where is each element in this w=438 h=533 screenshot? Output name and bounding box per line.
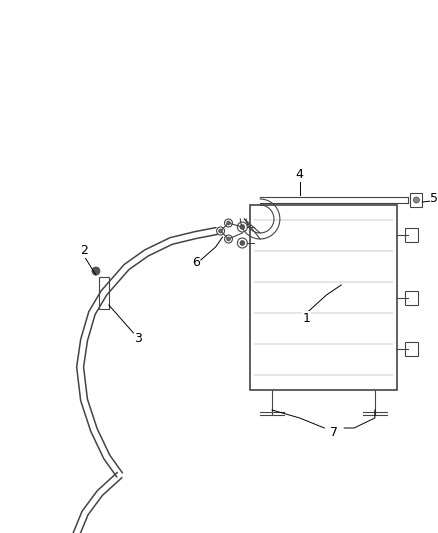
Text: 3: 3 bbox=[134, 332, 142, 344]
Bar bbox=[410, 193, 422, 207]
Text: 6: 6 bbox=[192, 256, 200, 270]
Circle shape bbox=[240, 240, 245, 246]
Circle shape bbox=[226, 221, 230, 225]
Circle shape bbox=[240, 224, 245, 230]
Text: 1: 1 bbox=[303, 311, 311, 325]
Bar bbox=[405, 228, 418, 241]
Circle shape bbox=[413, 197, 419, 203]
Text: 5: 5 bbox=[430, 192, 438, 206]
Bar bbox=[99, 277, 109, 309]
Circle shape bbox=[219, 229, 223, 233]
Text: 7: 7 bbox=[330, 425, 338, 439]
Circle shape bbox=[92, 267, 100, 275]
Circle shape bbox=[226, 237, 230, 241]
Bar bbox=[405, 342, 418, 356]
Bar bbox=[405, 290, 418, 304]
Text: 2: 2 bbox=[80, 245, 88, 257]
Text: 4: 4 bbox=[296, 168, 304, 182]
